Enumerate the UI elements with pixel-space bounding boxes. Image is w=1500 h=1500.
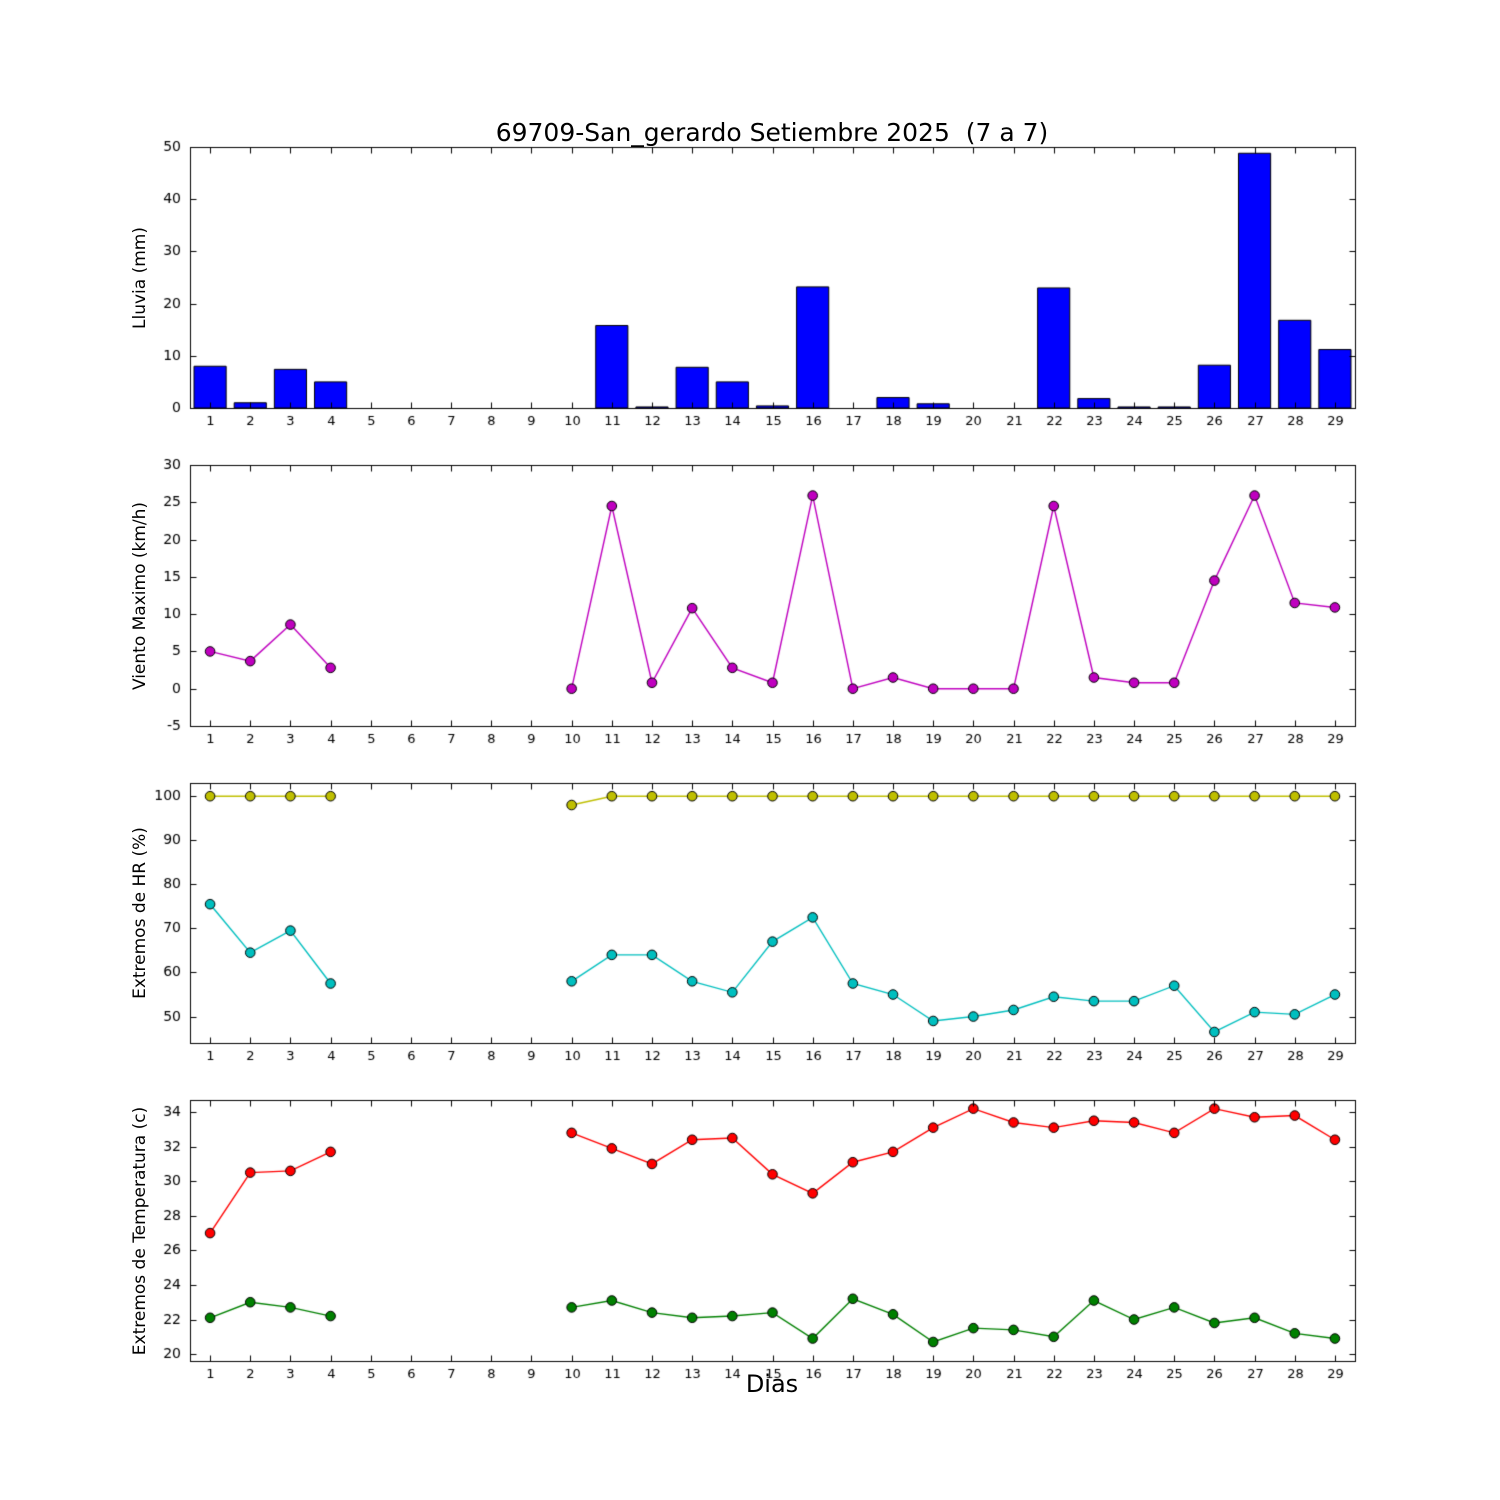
ylabel-extremos-temperatura: Extremos de Temperatura (c): [130, 1106, 150, 1356]
xlabel-dias: Dias: [745, 1370, 799, 1398]
ylabel-extremos-hr: Extremos de HR (%): [130, 827, 150, 999]
ylabel-viento-maximo: Viento Maximo (km/h): [130, 501, 150, 691]
chart-title: 69709-San_gerardo Setiembre 2025 (7 a 7): [495, 118, 1049, 147]
ylabel-lluvia: Lluvia (mm): [130, 227, 150, 329]
